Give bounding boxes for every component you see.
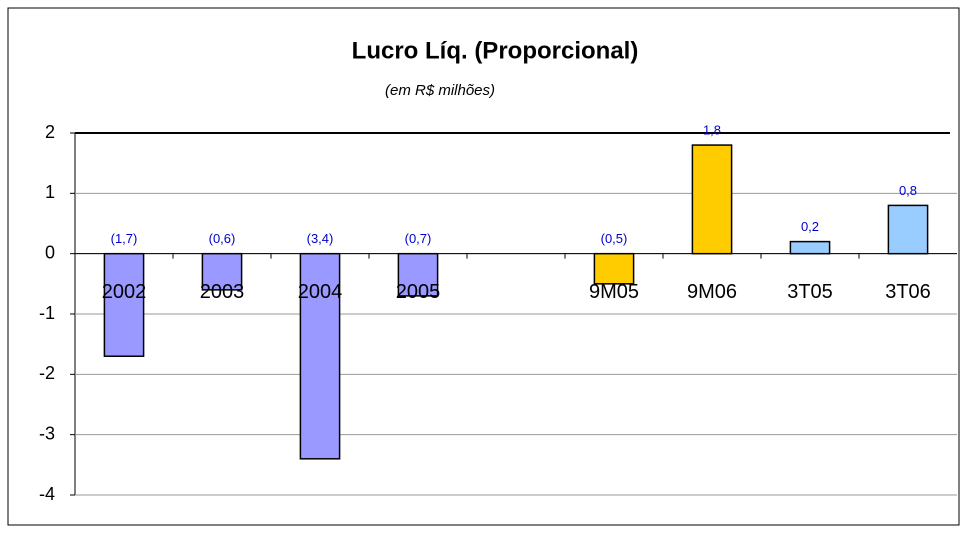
x-tick-label: 3T06	[885, 281, 931, 303]
x-tick-label: 9M05	[589, 281, 639, 303]
value-label: 1,8	[703, 123, 721, 138]
bar	[397, 252, 439, 297]
x-tick-label: 3T05	[787, 281, 833, 303]
value-label: 0,8	[899, 183, 917, 198]
chart-subtitle: (em R$ milhões)	[385, 82, 495, 99]
chart-frame	[7, 7, 960, 526]
bar	[299, 252, 341, 460]
value-label: 0,2	[801, 219, 819, 234]
x-tick-label: 2005	[396, 281, 441, 303]
y-tick-label: -1	[39, 303, 55, 323]
x-tick-label: 2003	[200, 281, 245, 303]
y-tick-label: -2	[39, 363, 55, 383]
bar	[201, 252, 243, 291]
bar	[691, 144, 733, 255]
y-tick-label: -4	[39, 484, 55, 504]
x-tick-label: 2004	[298, 281, 343, 303]
value-label: (0,7)	[405, 231, 432, 246]
bar	[887, 204, 929, 255]
x-tick-label: 9M06	[687, 281, 737, 303]
value-label: (0,5)	[601, 231, 628, 246]
value-label: (3,4)	[307, 231, 334, 246]
y-tick-label: 1	[45, 182, 55, 202]
x-tick-label: 2002	[102, 281, 147, 303]
value-label: (0,6)	[209, 231, 236, 246]
chart-title: Lucro Líq. (Proporcional)	[352, 37, 639, 64]
bar	[103, 252, 145, 357]
bar	[789, 240, 831, 255]
bar	[593, 252, 635, 285]
y-tick-label: 0	[45, 242, 55, 262]
y-tick-label: 2	[45, 122, 55, 142]
y-tick-label: -3	[39, 423, 55, 443]
value-label: (1,7)	[111, 231, 138, 246]
